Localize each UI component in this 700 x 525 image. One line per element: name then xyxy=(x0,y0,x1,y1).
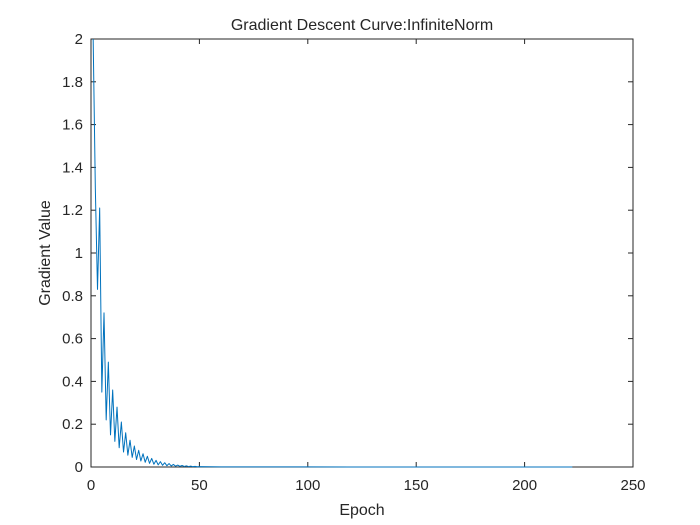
y-tick-label: 1.2 xyxy=(62,202,83,219)
y-tick-label: 0.4 xyxy=(62,373,83,390)
y-tick-label: 0.2 xyxy=(62,416,83,433)
y-axis-title: Gradient Value xyxy=(37,200,54,306)
chart-title: Gradient Descent Curve:InfiniteNorm xyxy=(231,17,493,34)
x-tick-label: 100 xyxy=(295,477,320,494)
y-tick-label: 0 xyxy=(75,459,83,476)
x-tick-label: 0 xyxy=(87,477,95,494)
y-tick-label: 2 xyxy=(75,31,83,48)
y-tick-label: 1.4 xyxy=(62,159,83,176)
y-tick-label: 0.6 xyxy=(62,331,83,348)
y-tick-label: 1.8 xyxy=(62,74,83,91)
y-tick-label: 1 xyxy=(75,245,83,262)
series-line xyxy=(92,38,573,468)
x-axis-title: Epoch xyxy=(339,502,384,519)
plot-box xyxy=(90,38,634,468)
y-tick-label: 0.8 xyxy=(62,288,83,305)
x-tick-label: 50 xyxy=(191,477,208,494)
x-tick-label: 150 xyxy=(404,477,429,494)
x-tick-label: 200 xyxy=(512,477,537,494)
plot-area: 0 50 100 150 200 250 0 0.2 0.4 0.6 0.8 1 1.2 1.4 1.6 1.… xyxy=(62,31,645,494)
y-tick-label: 1.6 xyxy=(62,117,83,134)
x-tick-label: 250 xyxy=(620,477,645,494)
